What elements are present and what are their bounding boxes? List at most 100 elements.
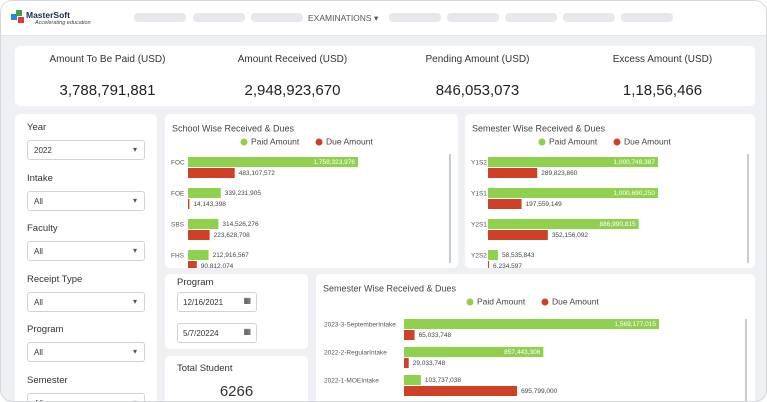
category-label: Y2S2 — [471, 253, 487, 260]
legend-label: Paid Amount — [251, 136, 300, 146]
bar — [188, 168, 235, 178]
category-label: FOE — [171, 191, 185, 198]
nav-placeholder — [621, 13, 673, 22]
value-label: 289,823,860 — [541, 170, 578, 177]
chart: Semester Wise Received & Dues Paid Amount… — [323, 283, 747, 401]
value-label: 339,231,905 — [225, 190, 262, 197]
dropdown[interactable]: All — [27, 291, 145, 312]
bar — [188, 250, 209, 260]
legend-label: Due Amount — [326, 136, 373, 146]
value-label: 223,628,708 — [214, 232, 251, 239]
nav-label[interactable]: EXAMINATIONS — [308, 13, 372, 23]
dropdown[interactable]: 2022 — [27, 140, 145, 160]
dropdown[interactable]: All — [27, 342, 145, 362]
value-label: 1,758,323,976 — [313, 159, 355, 166]
value-label: 1,569,177,015 — [614, 321, 656, 328]
kpi-title: Amount To Be Paid (USD) — [49, 54, 166, 65]
legend-dot — [315, 138, 323, 146]
dropdown-value: All — [34, 247, 43, 256]
chart: School Wise Received & Dues Paid Amount Du… — [171, 123, 451, 271]
dropdown[interactable]: All — [27, 190, 145, 211]
bar — [488, 261, 490, 271]
value-label: 212,916,567 — [213, 252, 250, 259]
chart-title: Semester Wise Received & Dues — [472, 123, 606, 133]
bar — [488, 188, 658, 198]
category-label: 2022-2-RegularIntake — [324, 350, 387, 357]
nav-placeholder — [389, 13, 441, 22]
chart-card: Semester Wise Received & Dues Paid Amount… — [316, 274, 755, 401]
category-label: Y1S1 — [471, 191, 487, 198]
nav-placeholder — [447, 13, 499, 22]
bar — [488, 250, 498, 260]
bar — [404, 330, 415, 340]
header: MasterSoft Accelerating education EXAMIN… — [1, 1, 766, 36]
legend-dot — [613, 138, 621, 146]
nav-placeholder — [251, 13, 303, 22]
value-label: 29,033,748 — [413, 360, 446, 367]
legend-dot — [538, 138, 546, 146]
bar — [488, 157, 658, 167]
bar — [488, 168, 538, 178]
kpi-title: Amount Received (USD) — [237, 54, 348, 65]
bar — [488, 199, 522, 209]
date-from[interactable]: 12/16/2021 ▦ — [177, 292, 257, 312]
filter-label: Faculty — [27, 223, 58, 234]
nav-menu[interactable]: EXAMINATIONS ▾ — [308, 13, 379, 23]
value-label: 857,443,306 — [504, 349, 541, 356]
category-label: Y2S1 — [471, 222, 487, 229]
chart-title: Semester Wise Received & Dues — [323, 283, 457, 293]
dropdown-value: All — [34, 297, 43, 307]
chart: Semester Wise Received & Dues Paid Amount… — [471, 123, 749, 271]
category-label: FOC — [171, 160, 185, 167]
dropdown[interactable]: All — [27, 241, 145, 261]
legend-dot — [466, 298, 474, 306]
bar — [188, 261, 197, 271]
date-to[interactable]: 5/7/20224 ▦ — [177, 323, 257, 343]
student-value: 6266 — [219, 383, 254, 400]
chart-card: Semester Wise Received & Dues Paid Amount… — [465, 114, 755, 271]
legend-label: Due Amount — [624, 136, 671, 146]
chart-title: School Wise Received & Dues — [172, 123, 295, 133]
bar — [404, 386, 518, 396]
bar — [188, 157, 358, 167]
tagline: Accelerating education — [35, 20, 91, 26]
bar — [404, 319, 659, 329]
legend-label: Paid Amount — [549, 136, 598, 146]
dropdown[interactable]: All — [27, 392, 145, 401]
value-label: 314,526,276 — [222, 221, 259, 228]
student-title: Total Student — [177, 363, 233, 374]
legend-dot — [240, 138, 248, 146]
bar — [404, 347, 544, 357]
legend-label: Due Amount — [552, 296, 599, 306]
value-label: 90,812,074 — [201, 263, 234, 268]
value-label: 58,535,843 — [502, 252, 535, 259]
value-label: 65,033,748 — [419, 332, 452, 339]
nav-placeholder — [134, 13, 186, 22]
brand: MasterSoft — [26, 10, 70, 20]
bar — [404, 358, 409, 368]
dropdown-value: All — [34, 348, 43, 357]
value-label: 886,990,815 — [600, 221, 637, 228]
category-label: 2023-3-SeptemberIntake — [324, 322, 396, 329]
legend-label: Paid Amount — [477, 296, 526, 306]
filter-label: Program — [27, 324, 64, 335]
kpi-title: Excess Amount (USD) — [612, 54, 713, 65]
bar — [188, 230, 210, 240]
date-text: 5/7/20224 — [183, 329, 219, 338]
filter-label: Intake — [27, 172, 53, 184]
filter-label: Year — [27, 122, 47, 133]
kpi-value: 846,053,073 — [435, 82, 520, 99]
value-label: 6,234,597 — [493, 263, 522, 268]
nav-placeholder — [505, 13, 557, 22]
filter-label: Receipt Type — [27, 273, 83, 285]
nav-placeholder — [193, 13, 245, 22]
category-label: Y1S2 — [471, 160, 487, 167]
value-label: 483,107,572 — [239, 170, 276, 177]
value-label: 197,559,149 — [526, 201, 563, 208]
logo-icon — [11, 10, 24, 23]
bar — [188, 219, 219, 229]
kpi-title: Pending Amount (USD) — [425, 54, 530, 65]
chart-card: School Wise Received & Dues Paid Amount Du… — [165, 114, 458, 271]
bar — [488, 219, 639, 229]
